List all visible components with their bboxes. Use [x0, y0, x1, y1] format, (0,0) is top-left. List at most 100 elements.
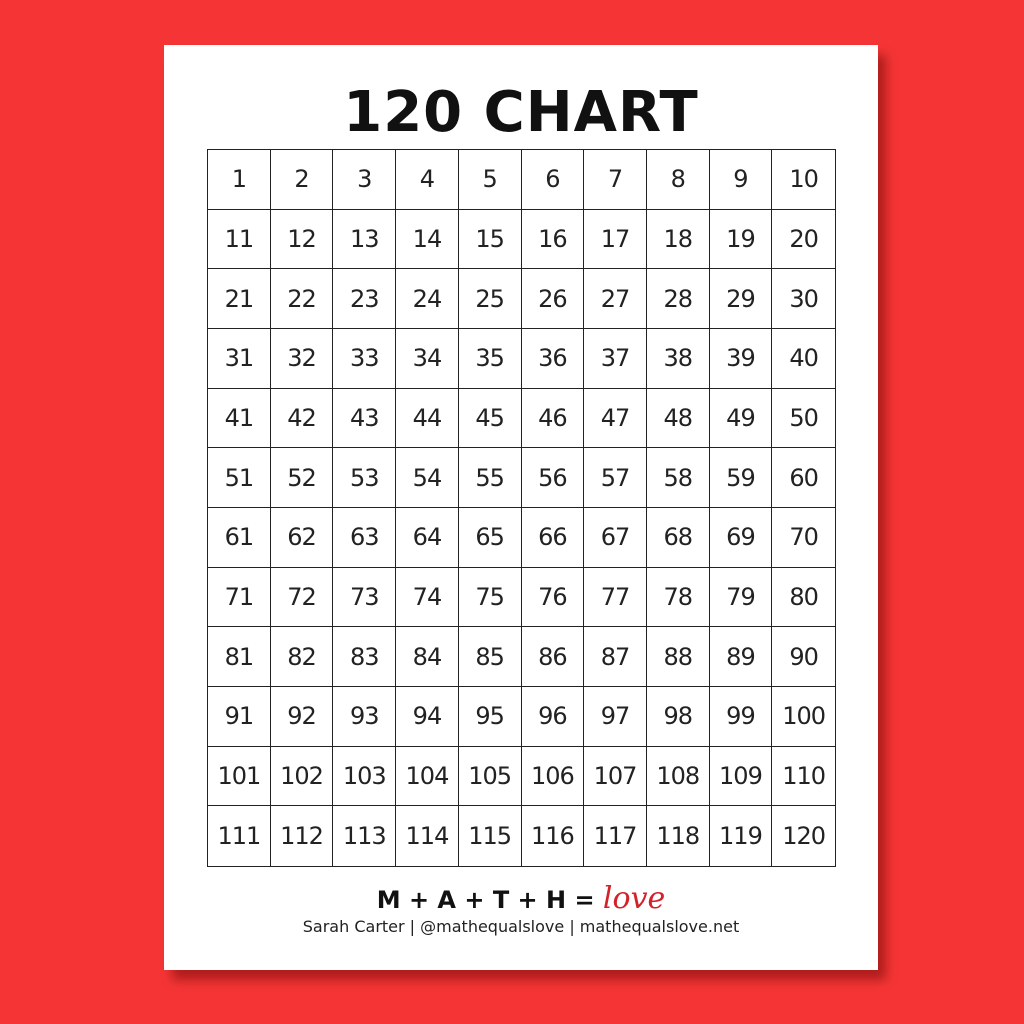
grid-cell: 89: [709, 627, 773, 687]
grid-cell: 28: [646, 269, 710, 329]
grid-cell: 70: [772, 508, 835, 568]
brand-love: love: [602, 881, 666, 916]
grid-cell: 74: [396, 567, 459, 628]
grid-cell: 111: [208, 806, 271, 866]
grid-cell: 7: [584, 150, 647, 210]
grid-cell: 54: [396, 448, 459, 508]
grid-cell: 79: [709, 567, 773, 628]
grid-cell: 94: [396, 687, 459, 747]
grid-cell: 42: [270, 388, 334, 449]
grid-cell: 95: [458, 687, 522, 747]
grid-cell: 56: [521, 448, 585, 508]
grid-cell: 49: [709, 388, 773, 449]
grid-cell: 60: [772, 448, 835, 508]
grid-cell: 18: [646, 209, 710, 270]
grid-cell: 40: [772, 329, 835, 389]
grid-cell: 8: [646, 150, 710, 210]
grid-cell: 117: [584, 806, 647, 866]
grid-cell: 3: [333, 150, 397, 210]
grid-cell: 58: [646, 448, 710, 508]
grid-cell: 118: [647, 806, 710, 866]
grid-cell: 77: [584, 567, 647, 628]
grid-cell: 46: [521, 388, 585, 449]
grid-cell: 100: [772, 687, 835, 747]
grid-cell: 119: [710, 806, 773, 866]
grid-cell: 84: [396, 627, 459, 687]
grid-cell: 32: [270, 329, 334, 389]
grid-cell: 27: [584, 269, 647, 329]
grid-cell: 21: [208, 269, 271, 329]
grid-cell: 105: [458, 746, 522, 807]
number-grid: 1 2 3 4 5 6 7 8 9 10 11 12 13 14 15 16 17 18 19 20 21 22 23 24 2…: [207, 149, 836, 867]
grid-cell: 52: [270, 448, 334, 508]
grid-cell: 53: [333, 448, 397, 508]
grid-cell: 64: [396, 508, 459, 568]
grid-cell: 101: [208, 746, 271, 807]
grid-cell: 88: [646, 627, 710, 687]
grid-cell: 85: [458, 627, 522, 687]
grid-cell: 55: [458, 448, 522, 508]
grid-cell: 16: [521, 209, 585, 270]
grid-cell: 65: [458, 508, 522, 568]
grid-cell: 68: [646, 508, 710, 568]
grid-cell: 44: [396, 388, 459, 449]
grid-cell: 91: [208, 687, 271, 747]
credit-line: Sarah Carter | @mathequalslove | mathequ…: [302, 917, 740, 936]
grid-cell: 9: [709, 150, 773, 210]
grid-cell: 107: [584, 746, 647, 807]
grid-cell: 109: [709, 746, 773, 807]
grid-cell: 33: [333, 329, 397, 389]
grid-cell: 66: [521, 508, 585, 568]
grid-cell: 62: [270, 508, 334, 568]
worksheet-page: 120 CHART 1 2 3 4 5 6 7 8 9 10 11 12 13 14 15 16 17 18 19 2…: [164, 45, 878, 970]
grid-cell: 51: [208, 448, 271, 508]
grid-cell: 24: [396, 269, 459, 329]
grid-cell: 120: [782, 822, 826, 851]
grid-cell: 47: [584, 388, 647, 449]
grid-cell: 23: [333, 269, 397, 329]
grid-cell: 57: [584, 448, 647, 508]
grid-cell: 86: [521, 627, 585, 687]
grid-cell: 72: [270, 567, 334, 628]
grid-cell: 90: [772, 627, 835, 687]
grid-cell: 102: [270, 746, 334, 807]
grid-cell: 30: [772, 269, 835, 329]
grid-cell: 15: [458, 209, 522, 270]
grid-cell: 43: [333, 388, 397, 449]
grid-cell: 69: [709, 508, 773, 568]
grid-cell: 83: [333, 627, 397, 687]
grid-cell: 20: [772, 210, 835, 270]
grid-cell: 116: [522, 806, 585, 866]
grid-cell: 106: [521, 746, 585, 807]
grid-cell: 41: [208, 388, 271, 449]
grid-cell: 59: [709, 448, 773, 508]
grid-cell: 25: [458, 269, 522, 329]
grid-cell: 10: [772, 150, 835, 210]
grid-cell: 110: [772, 747, 835, 807]
grid-cell: 81: [208, 627, 271, 687]
grid-cell: 48: [646, 388, 710, 449]
grid-cell: 71: [208, 567, 271, 628]
grid-cell: 97: [584, 687, 647, 747]
grid-cell: 103: [333, 746, 397, 807]
grid-cell: 19: [709, 209, 773, 270]
grid-cell: 17: [584, 209, 647, 270]
grid-cell: 82: [270, 627, 334, 687]
page-title: 120 CHART: [343, 80, 699, 145]
grid-cell: 1: [208, 150, 271, 210]
grid-cell: 4: [396, 150, 459, 210]
grid-cell: 63: [333, 508, 397, 568]
grid-cell: 61: [208, 508, 271, 568]
grid-cell: 93: [333, 687, 397, 747]
brand-logo: M + A + T + H = love: [164, 881, 878, 916]
grid-cell: 11: [208, 209, 271, 270]
grid-cell: 104: [396, 746, 459, 807]
grid-cell: 75: [458, 567, 522, 628]
grid-cell: 2: [270, 150, 334, 210]
grid-cell: 38: [646, 329, 710, 389]
grid-cell: 92: [270, 687, 334, 747]
grid-cell: 114: [396, 806, 459, 866]
grid-cell: 35: [458, 329, 522, 389]
grid-cell: 13: [333, 209, 397, 270]
brand-text: M + A + T + H =: [376, 886, 603, 914]
